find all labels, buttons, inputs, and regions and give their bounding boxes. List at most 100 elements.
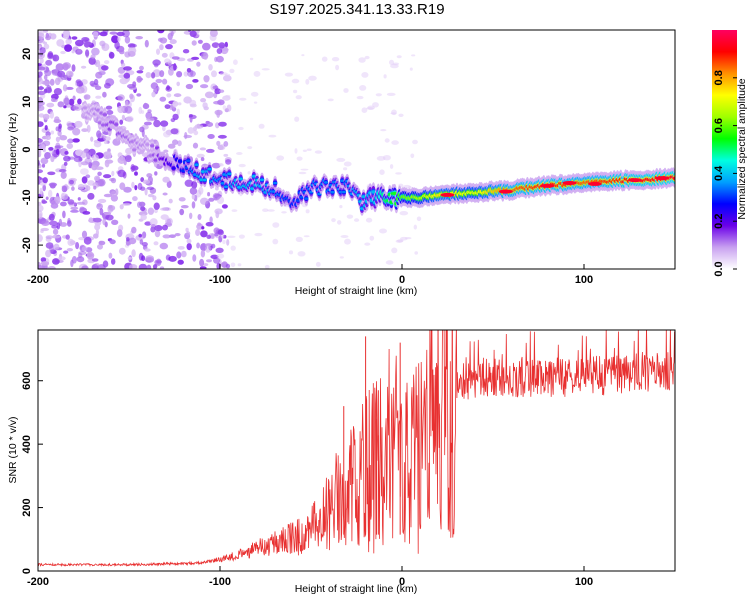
heatmap-noise-blob: [70, 209, 79, 213]
spectrogram-ytick-label: -10: [21, 189, 33, 205]
heatmap-noise-blob: [153, 241, 159, 246]
heatmap-noise-blob: [41, 163, 46, 168]
heatmap-ridge-cell: [371, 190, 376, 194]
heatmap-noise-blob: [47, 52, 54, 60]
heatmap-noise-blob: [152, 264, 158, 269]
heatmap-noise-blob: [106, 110, 114, 115]
heatmap-ridge-cell: [186, 159, 191, 162]
heatmap-noise-blob: [219, 72, 228, 76]
heatmap-noise-blob: [150, 226, 156, 233]
heatmap-noise-blob: [217, 134, 227, 139]
heatmap-noise-blob: [142, 179, 151, 184]
heatmap-noise-blob: [125, 147, 133, 155]
heatmap-noise-blob: [162, 192, 168, 196]
heatmap-noise-blob: [306, 148, 312, 151]
heatmap-noise-blob: [38, 97, 44, 104]
heatmap-noise-blob: [94, 85, 102, 91]
heatmap-noise-blob: [108, 252, 113, 259]
heatmap-noise-blob: [99, 208, 104, 216]
heatmap-noise-blob: [409, 67, 413, 71]
colorbar-tick-label: 0.8: [713, 70, 725, 85]
heatmap-ridge-cell: [236, 186, 242, 189]
heatmap-ridge-cell: [392, 191, 397, 196]
heatmap-noise-blob: [97, 198, 107, 204]
heatmap-noise-blob: [127, 46, 137, 55]
heatmap-noise-blob: [55, 63, 64, 71]
heatmap-noise-blob: [208, 197, 215, 202]
heatmap-noise-blob: [222, 239, 226, 245]
heatmap-noise-blob: [153, 119, 161, 128]
heatmap-noise-blob: [103, 193, 113, 198]
heatmap-noise-blob: [75, 86, 85, 94]
heatmap-noise-blob: [102, 218, 107, 226]
heatmap-noise-blob: [130, 165, 139, 171]
heatmap-noise-blob: [170, 31, 174, 37]
heatmap-noise-blob: [215, 55, 224, 63]
heatmap-ridge-cell: [672, 176, 675, 180]
heatmap-noise-blob: [173, 63, 177, 71]
heatmap-noise-blob: [107, 205, 114, 213]
heatmap-noise-blob: [364, 55, 370, 60]
heatmap-noise-blob: [171, 56, 180, 60]
heatmap-noise-blob: [202, 263, 209, 267]
heatmap-noise-blob: [39, 58, 44, 64]
heatmap-peak: [498, 189, 513, 194]
colorbar-tick-label: 0.2: [713, 214, 725, 229]
heatmap-noise-blob: [83, 94, 91, 100]
heatmap-noise-blob: [412, 139, 418, 145]
heatmap-noise-blob: [122, 202, 131, 206]
heatmap-noise-blob: [128, 237, 137, 245]
heatmap-noise-blob: [197, 39, 203, 44]
heatmap-noise-blob: [398, 113, 404, 118]
heatmap-noise-blob: [67, 199, 75, 205]
heatmap-noise-blob: [42, 177, 48, 184]
heatmap-noise-blob: [354, 218, 360, 222]
spectrogram-ytick-label: -20: [21, 237, 33, 253]
heatmap-noise-blob: [111, 219, 119, 225]
heatmap-noise-blob: [145, 255, 154, 261]
heatmap-noise-blob: [41, 220, 50, 227]
heatmap-noise-blob: [366, 107, 374, 110]
heatmap-noise-blob: [389, 164, 394, 169]
heatmap-noise-blob: [169, 39, 177, 45]
heatmap-noise-blob: [80, 150, 87, 159]
heatmap-noise-blob: [249, 57, 254, 61]
snr-frame: [37, 329, 676, 572]
colorbar-gradient: [712, 30, 737, 269]
heatmap-noise-blob: [209, 216, 213, 223]
heatmap-noise-blob: [63, 250, 69, 254]
heatmap-noise-blob: [391, 109, 397, 116]
heatmap-noise-blob: [247, 146, 253, 150]
heatmap-noise-blob: [200, 98, 207, 103]
heatmap-noise-blob: [162, 234, 171, 239]
heatmap-noise-blob: [123, 66, 132, 71]
heatmap-noise-blob: [346, 214, 354, 219]
snr-ytick-label: 200: [21, 498, 33, 516]
heatmap-noise-blob: [102, 91, 107, 98]
spectrogram-ylabel: Frequency (Hz): [7, 113, 19, 185]
heatmap-noise-blob: [93, 78, 99, 86]
heatmap-noise-blob: [182, 49, 190, 54]
spectrogram-ytick-label: 0: [21, 146, 33, 152]
heatmap-noise-blob: [138, 252, 144, 261]
heatmap-noise-blob: [70, 206, 79, 210]
heatmap-noise-blob: [215, 210, 220, 219]
colorbar-ticks: 0.0 0.2 0.4 0.6 0.8: [713, 70, 737, 277]
heatmap-noise-blob: [343, 88, 349, 93]
heatmap-noise-blob: [76, 201, 86, 205]
heatmap-noise-blob: [385, 260, 394, 265]
heatmap-noise-blob: [119, 204, 124, 210]
heatmap-noise-blob: [51, 225, 58, 229]
heatmap-noise-blob: [153, 87, 158, 92]
heatmap-noise-blob: [218, 144, 226, 151]
heatmap-noise-blob: [369, 235, 375, 241]
heatmap-noise-blob: [91, 154, 99, 162]
heatmap-noise-blob: [239, 97, 247, 101]
heatmap-noise-blob: [225, 263, 231, 269]
colorbar-tick-label: 0.0: [713, 261, 725, 276]
heatmap-noise-blob: [391, 140, 399, 145]
heatmap-noise-blob: [154, 229, 161, 238]
heatmap-noise-blob: [81, 65, 87, 69]
heatmap-noise-blob: [143, 102, 148, 109]
heatmap-ridge-cell: [359, 207, 365, 210]
